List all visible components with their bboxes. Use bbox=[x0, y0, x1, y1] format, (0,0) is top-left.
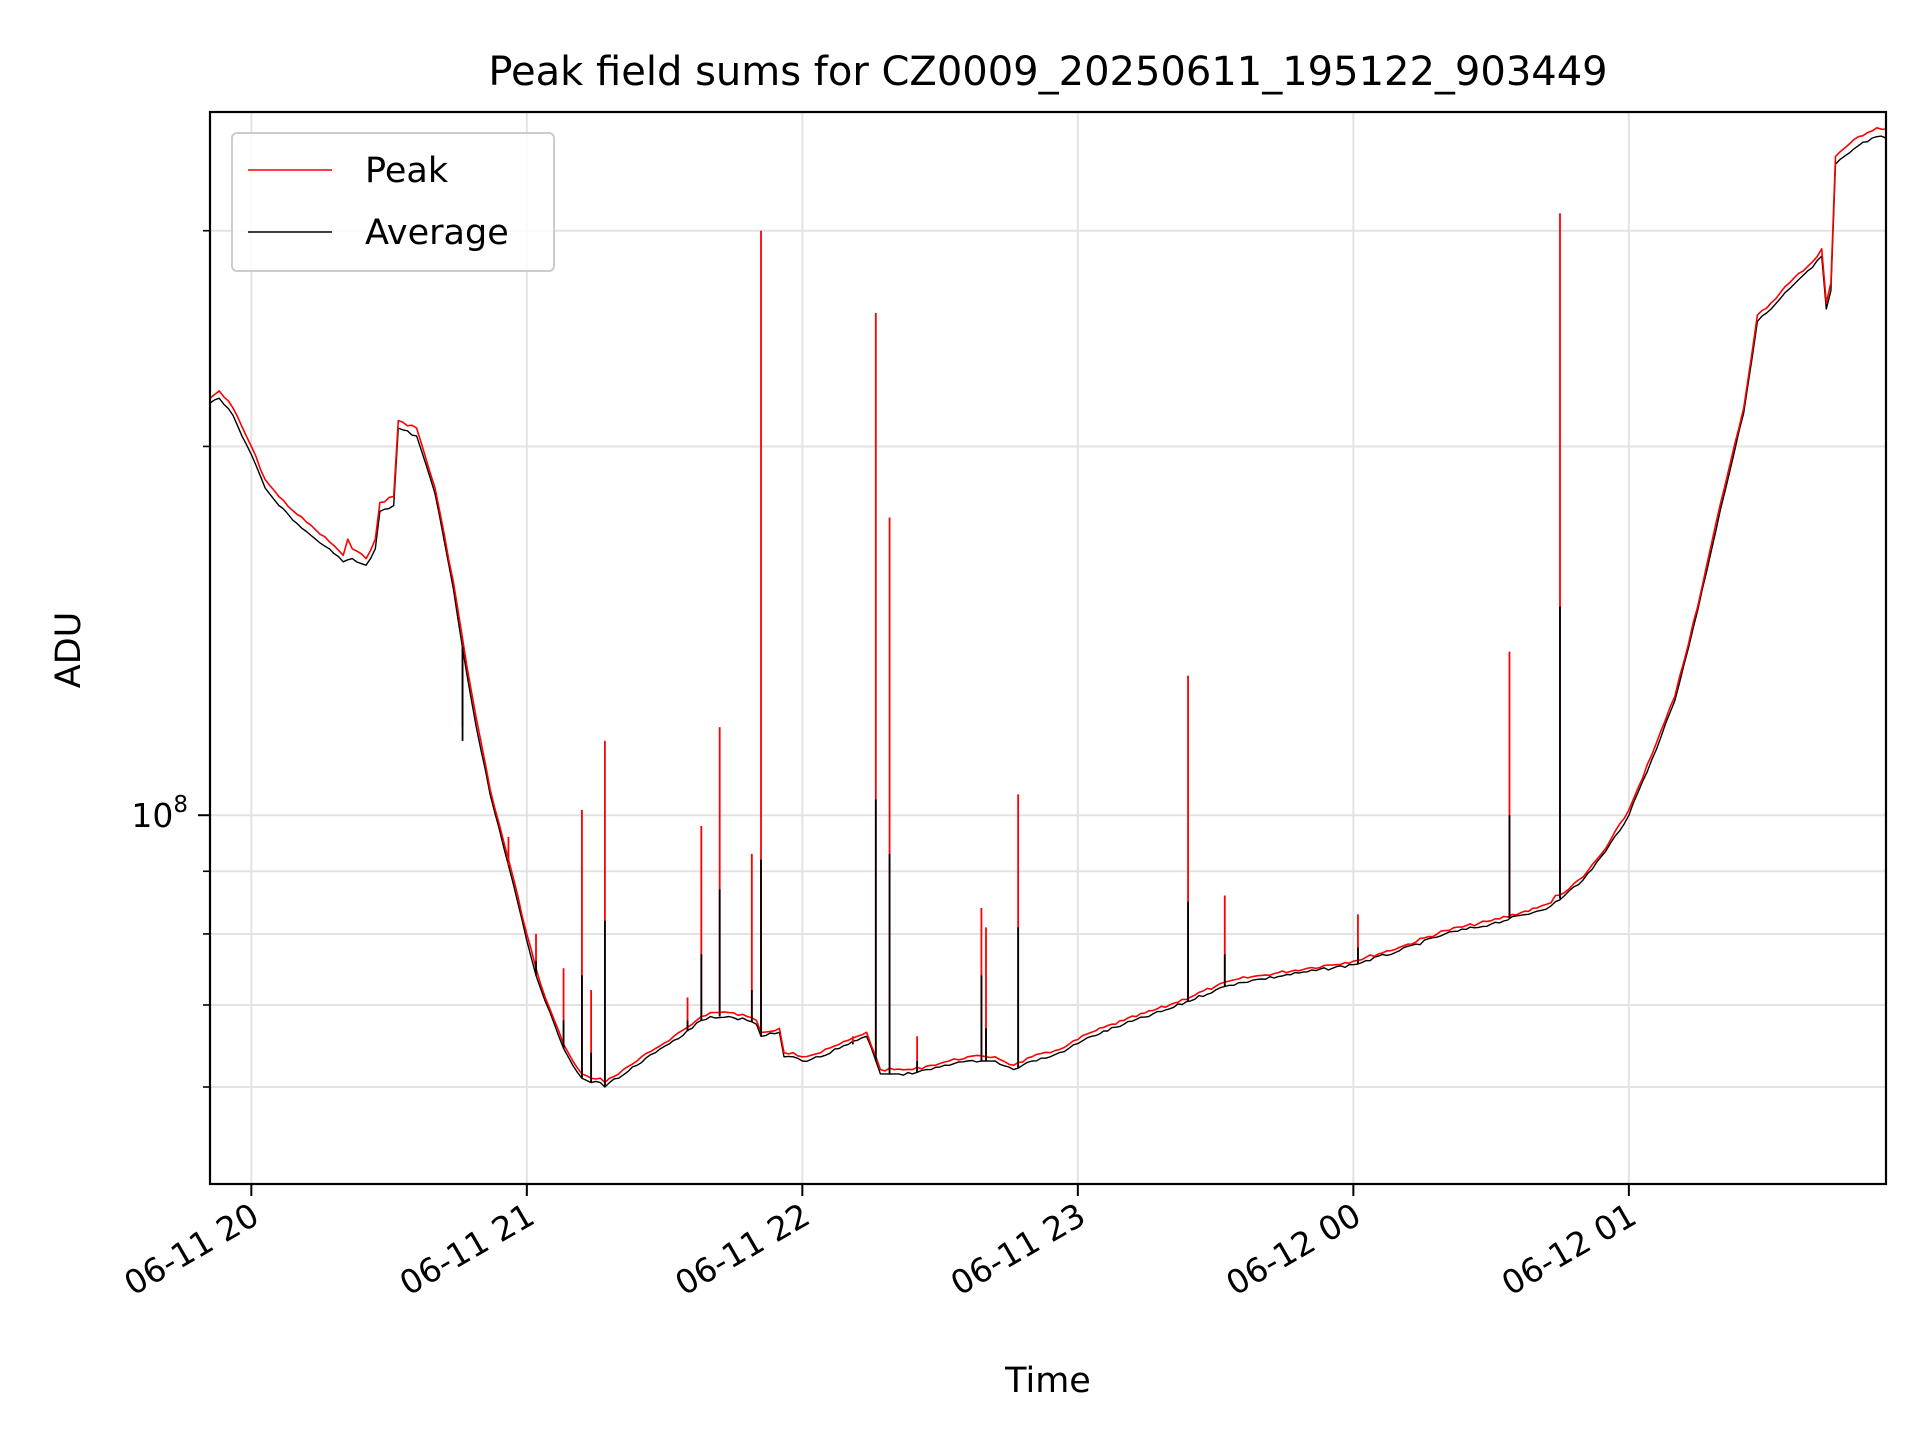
y-axis-label: ADU bbox=[49, 612, 89, 689]
legend-peak-label: Peak bbox=[365, 151, 449, 191]
y-axis: 108 bbox=[131, 229, 210, 1088]
y-tick-label-exponent: 8 bbox=[173, 792, 188, 818]
legend-box bbox=[231, 132, 555, 272]
y-tick-label-base: 10 bbox=[131, 796, 173, 835]
spikes bbox=[461, 213, 1561, 1087]
plot-frame bbox=[208, 110, 1888, 1186]
average-line bbox=[210, 135, 1886, 1088]
grid bbox=[210, 112, 1886, 1184]
peak-series bbox=[210, 127, 1886, 1084]
y-tick-label: 108 bbox=[131, 792, 188, 835]
x-axis-label: Time bbox=[1004, 1361, 1091, 1401]
chart-title: Peak field sums for CZ0009_20250611_1951… bbox=[488, 49, 1607, 95]
peak-line bbox=[210, 127, 1886, 1084]
average-series bbox=[210, 135, 1886, 1088]
legend: Peak Average bbox=[231, 132, 555, 272]
legend-average-label: Average bbox=[365, 213, 509, 253]
plot-area bbox=[210, 127, 1886, 1088]
